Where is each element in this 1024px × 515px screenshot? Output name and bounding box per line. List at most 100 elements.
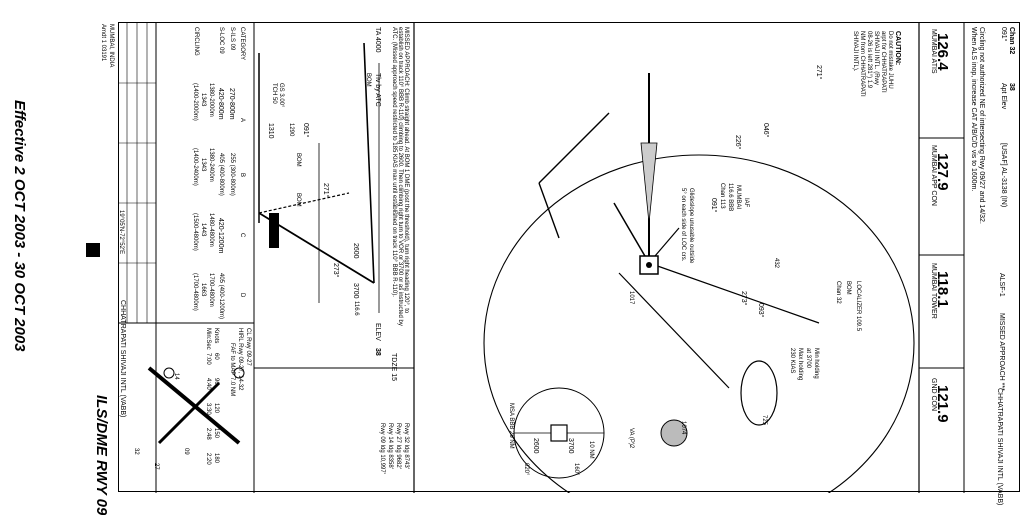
amendment-label: Amdt 1 03191 [100, 24, 106, 62]
procedure-title-footer: ILS/DME RWY 09 [93, 395, 110, 515]
minima-circ-d3: (1700-4800m) [192, 273, 198, 311]
header-course: 091° [1000, 27, 1007, 42]
minima-cat-c: C [239, 233, 245, 238]
ad-rwy-14: 14 [173, 373, 179, 380]
elev-value: 38 [374, 348, 381, 356]
alt-1290: 1290 [288, 123, 294, 137]
missed-approach-text: MISSED APPROACH: Climb straight ahead. A… [391, 27, 409, 326]
bearing-226: 226° [734, 135, 741, 150]
gs-tch: TCH 50 [271, 83, 277, 104]
freq-tower-value: 118.1 [934, 271, 951, 308]
elev-label: ELEV [374, 323, 381, 341]
bearing-046: 046° [762, 123, 769, 138]
fix-bom-1: BOM [365, 73, 371, 87]
fix-bom-2: BOM [295, 153, 301, 167]
minima-circ-b3: (1400-2400m) [192, 148, 198, 186]
effective-dates: Effective 2 OCT 2003 - 30 OCT 2003 [11, 100, 28, 352]
ad-minsec-1: 7:00 [205, 353, 211, 365]
loc-freq: LOCALIZER 109.5 [855, 281, 861, 332]
alt-3700: 3700 [352, 283, 359, 299]
gs-note-1: Glideslope unusable outside [688, 188, 694, 264]
bearing-093: 093° [757, 303, 764, 318]
caution-title: CAUTION: [894, 31, 901, 66]
alt-1310: 1310 [267, 123, 274, 139]
ad-rwy-info-2: Rwy 27 ldg 9682' [395, 423, 401, 469]
elev-1017: 1017 [628, 291, 634, 305]
header-agency: [USAF] AL-3138 (IN) [1000, 143, 1007, 208]
ad-rwy-32: 32 [133, 448, 139, 455]
caution-line-1: Do not mistake JUHU [887, 31, 893, 89]
minima-circ-d1: 1700-4800m [208, 273, 214, 307]
freq-app-value: 127.9 [934, 153, 951, 191]
ad-faf: FAF to MAP 7.0 NM [229, 343, 235, 397]
caution-line-4: 08-26 is left 281°) 1.9 [866, 31, 872, 89]
bearing-271: 271° [815, 65, 822, 80]
minima-loc-4: 405 (400-1200m) [218, 273, 224, 320]
ad-minsec-5: 2:20 [205, 453, 211, 465]
ad-minsec-3: 3:30 [205, 403, 211, 415]
minima-circ-a1: 1380-2000m [208, 83, 214, 117]
minima-row-ils: S-ILS 09 [229, 27, 235, 51]
minima-ils-1: 270-800m [228, 88, 235, 120]
ta-label: TA 4000 [374, 27, 381, 53]
iaf-chan: Chan 113 [719, 183, 725, 209]
minima-cat-b: B [239, 173, 245, 178]
minima-circ-d2: 1663 [200, 283, 206, 297]
gs-note-2: 5° on each side of LOC crs. [680, 188, 686, 262]
ad-rwy-info-1: Rwy 32 ldg 8743' [403, 423, 409, 469]
caution-line-3: SHIVAJI INTL. (Rwy [873, 31, 879, 85]
elev-725: 725 [761, 415, 767, 426]
freq-gnd-value: 121.9 [934, 385, 951, 423]
iaf-freq: 116.6 BBB [727, 183, 733, 212]
minima-circ-c1: 1480-4800m [208, 213, 214, 247]
minima-circ-b2: 1343 [200, 158, 206, 172]
crs-271: 271° [322, 183, 329, 198]
header-elev: 38 [1008, 83, 1015, 91]
minima-cat-a: A [239, 118, 245, 123]
header-note-1: When ALS inop, increase CAT A/B/C/D vis … [970, 27, 977, 192]
black-marker [86, 243, 100, 257]
tdze-label: TDZE 15 [390, 353, 397, 382]
crs-273: 273° [332, 263, 339, 278]
minima-circ-a2: 1343 [200, 93, 206, 107]
holding-1: Min holding [813, 348, 819, 379]
ad-hirl: HIRL Rwy 09-27, 14-32 [237, 328, 243, 391]
caution-line-5: NM from CHHATRAPATI [859, 31, 865, 97]
ad-minsec-4: 2:48 [205, 428, 211, 440]
loc-ident: BOM [845, 281, 851, 295]
msa-3700: 3700 [567, 438, 574, 454]
caution-line-6: SHIVAJI INTL). [852, 31, 858, 72]
ad-rwy-27: 27 [153, 463, 159, 470]
ta-by-label: Tlv by ATC [374, 73, 381, 107]
holding-4: 230 KIAS [789, 348, 795, 374]
minima-circ-c2: 1443 [200, 223, 206, 237]
elev-432: 432 [773, 258, 779, 269]
caution-line-2: arpt for CHHATRAPATI [880, 31, 886, 93]
minima-ils-2: 255 (300-800m) [229, 153, 235, 196]
minima-row-loc: S-LOC 09 [218, 27, 224, 54]
holding-2: at 3700 [805, 348, 811, 369]
minima-loc-3: 420-1200m [217, 218, 224, 254]
ad-knots-3: 120 [213, 403, 219, 414]
msa-label: MSA BBB 25 NM [508, 403, 514, 449]
iaf-name: MUMBAI [735, 185, 741, 209]
header-elev-label: Apt Elev [1000, 83, 1007, 110]
ad-rwy-info-3: Rwy 14 ldg 8358' [387, 423, 393, 469]
header-note-2: Circling not authorized NE of intersecti… [978, 27, 985, 224]
freq-atis-value: 126.4 [934, 33, 951, 71]
iaf-label: IAF [743, 198, 749, 208]
fix-bom-3: BOM [295, 193, 301, 207]
minima-loc-1: 420-800m [217, 88, 224, 120]
msa-2600: 2600 [532, 438, 539, 454]
gs-angle: GS 3.00° [278, 83, 284, 108]
header-missed: MISSED APPROACH *** [998, 313, 1005, 391]
ad-cl: CL Rwy 09-27 [245, 328, 251, 366]
ad-knots-5: 180 [213, 453, 219, 464]
ad-minsec-2: 4:40 [205, 378, 211, 390]
minima-circ-b1: 1380-2400m [208, 148, 214, 182]
alt-2600: 2600 [352, 243, 359, 259]
elev-1074: 1074 [680, 421, 686, 435]
va-label: VA (P)2 [628, 428, 634, 449]
ad-rwy-09: 09 [183, 448, 189, 455]
